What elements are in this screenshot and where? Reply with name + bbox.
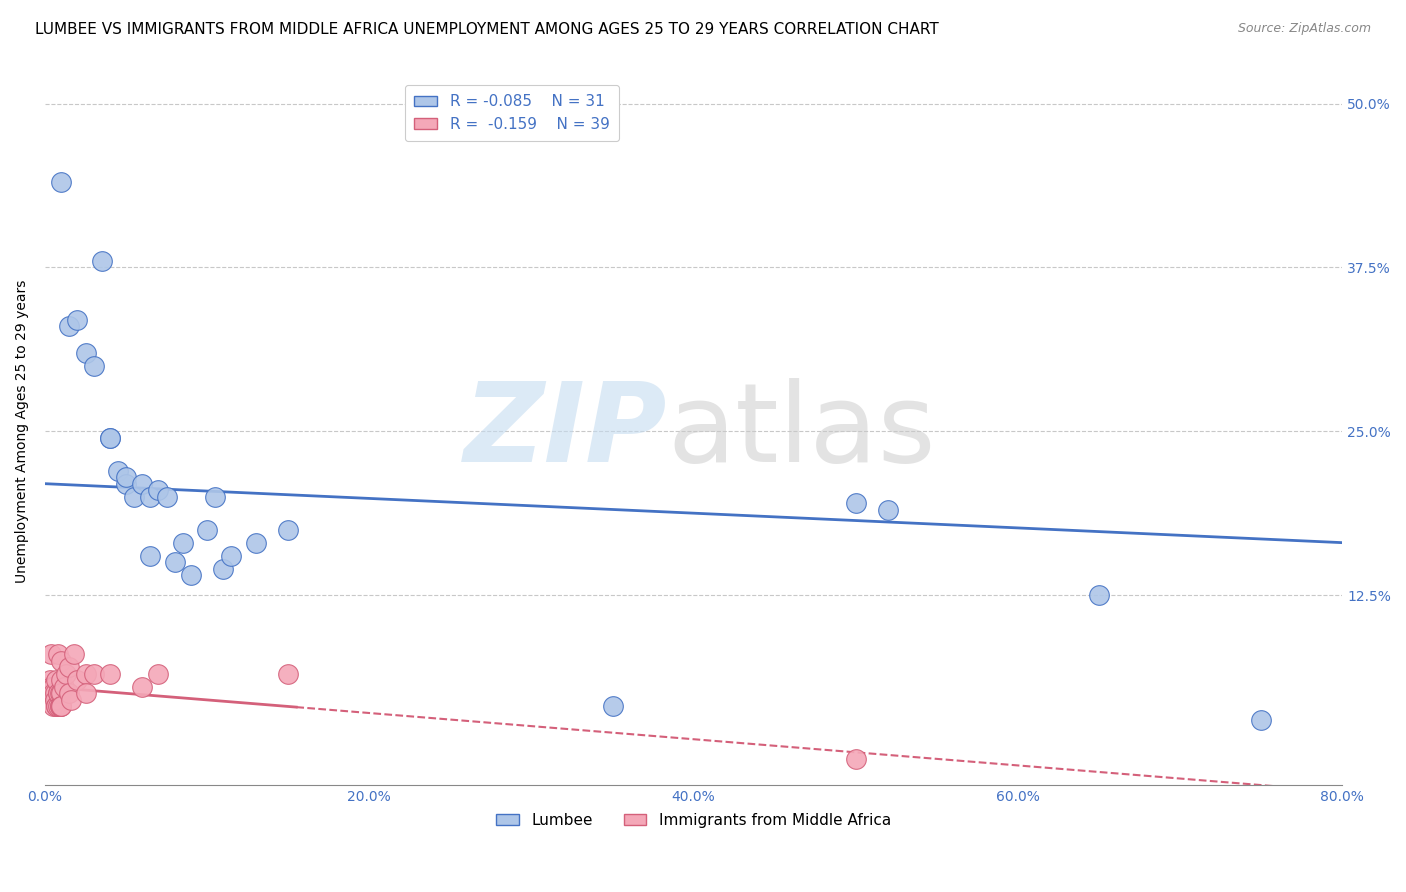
Point — [131, 680, 153, 694]
Point — [221, 549, 243, 563]
Point — [45, 699, 67, 714]
Point — [48, 699, 70, 714]
Point — [122, 490, 145, 504]
Point — [845, 752, 868, 766]
Point — [277, 523, 299, 537]
Point — [139, 490, 162, 504]
Point — [41, 647, 63, 661]
Point — [877, 503, 900, 517]
Point — [46, 686, 69, 700]
Point — [45, 673, 67, 688]
Point — [180, 568, 202, 582]
Point — [42, 680, 65, 694]
Point — [51, 699, 73, 714]
Point — [115, 470, 138, 484]
Point — [131, 476, 153, 491]
Point — [148, 483, 170, 498]
Point — [63, 647, 86, 661]
Point — [83, 666, 105, 681]
Point — [59, 693, 82, 707]
Point — [845, 496, 868, 510]
Point — [98, 666, 121, 681]
Point — [58, 319, 80, 334]
Point — [90, 253, 112, 268]
Point — [139, 549, 162, 563]
Point — [44, 686, 66, 700]
Point — [51, 686, 73, 700]
Point — [212, 562, 235, 576]
Point — [55, 666, 77, 681]
Point — [48, 686, 70, 700]
Point — [1088, 588, 1111, 602]
Point — [58, 686, 80, 700]
Point — [163, 555, 186, 569]
Point — [46, 647, 69, 661]
Point — [51, 654, 73, 668]
Point — [42, 686, 65, 700]
Point — [277, 666, 299, 681]
Point — [51, 175, 73, 189]
Point — [41, 680, 63, 694]
Point — [75, 686, 97, 700]
Text: ZIP: ZIP — [464, 378, 668, 484]
Point — [1250, 713, 1272, 727]
Point — [51, 673, 73, 688]
Text: LUMBEE VS IMMIGRANTS FROM MIDDLE AFRICA UNEMPLOYMENT AMONG AGES 25 TO 29 YEARS C: LUMBEE VS IMMIGRANTS FROM MIDDLE AFRICA … — [35, 22, 939, 37]
Point — [66, 673, 89, 688]
Point — [172, 535, 194, 549]
Point — [98, 431, 121, 445]
Point — [37, 680, 59, 694]
Point — [66, 313, 89, 327]
Point — [45, 699, 67, 714]
Point — [602, 699, 624, 714]
Point — [107, 464, 129, 478]
Point — [245, 535, 267, 549]
Point — [148, 666, 170, 681]
Point — [155, 490, 177, 504]
Point — [204, 490, 226, 504]
Point — [98, 431, 121, 445]
Y-axis label: Unemployment Among Ages 25 to 29 years: Unemployment Among Ages 25 to 29 years — [15, 279, 30, 583]
Point — [53, 680, 76, 694]
Legend: Lumbee, Immigrants from Middle Africa: Lumbee, Immigrants from Middle Africa — [491, 807, 897, 834]
Text: Source: ZipAtlas.com: Source: ZipAtlas.com — [1237, 22, 1371, 36]
Point — [46, 699, 69, 714]
Point — [51, 699, 73, 714]
Point — [115, 476, 138, 491]
Point — [46, 686, 69, 700]
Point — [38, 673, 60, 688]
Point — [195, 523, 218, 537]
Text: atlas: atlas — [668, 378, 936, 484]
Point — [58, 660, 80, 674]
Point — [75, 666, 97, 681]
Point — [44, 693, 66, 707]
Point — [83, 359, 105, 373]
Point — [75, 345, 97, 359]
Point — [48, 699, 70, 714]
Point — [42, 699, 65, 714]
